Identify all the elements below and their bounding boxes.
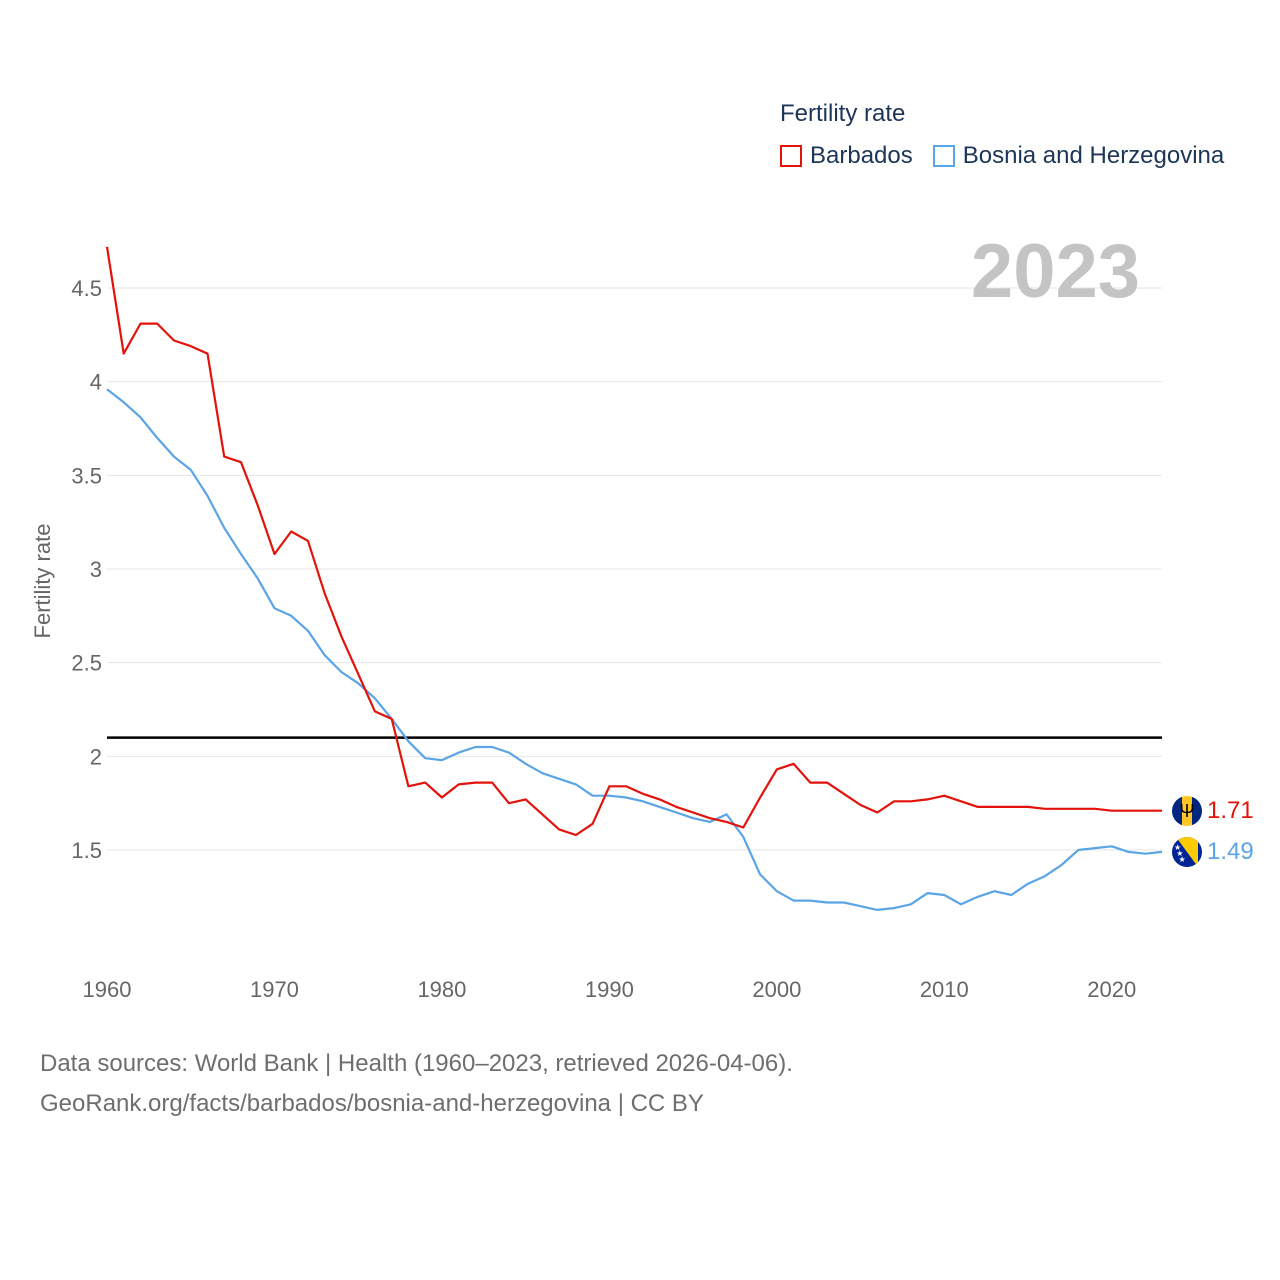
legend-label-barbados: Barbados: [810, 142, 913, 169]
x-tick-label: 2000: [752, 977, 801, 1002]
legend-item-barbados[interactable]: Barbados: [780, 142, 913, 170]
y-tick-label: 3: [90, 557, 102, 582]
y-tick-label: 4: [90, 370, 102, 395]
barbados-flag-icon: Ψ: [1172, 795, 1202, 826]
y-tick-label: 3.5: [71, 463, 102, 488]
y-tick-label: 4.5: [71, 276, 102, 301]
series-line-bosnia: [106, 388, 1163, 912]
year-label: 2023: [970, 229, 1140, 314]
footer: Data sources: World Bank | Health (1960–…: [40, 1044, 793, 1124]
y-tick-label: 1.5: [71, 838, 102, 863]
series-line-barbados: [105, 246, 1162, 837]
footer-sources: Data sources: World Bank | Health (1960–…: [40, 1050, 793, 1077]
x-tick-label: 2010: [920, 977, 969, 1002]
bosnia-flag-icon: ★ ★ ★: [1172, 836, 1202, 867]
y-tick-label: 2: [90, 744, 102, 769]
y-tick-label: 2.5: [71, 651, 102, 676]
legend-swatch-bosnia: [932, 145, 955, 167]
legend-swatch-barbados: [780, 145, 802, 167]
x-tick-label: 1980: [417, 977, 466, 1002]
legend-label-bosnia: Bosnia and Herzegovina: [962, 142, 1225, 169]
x-tick-label: 1960: [83, 977, 132, 1002]
legend-item-bosnia[interactable]: Bosnia and Herzegovina: [932, 142, 1225, 170]
x-tick-label: 1970: [250, 977, 299, 1002]
end-label-barbados: 1.71: [1207, 796, 1254, 824]
legend-title: Fertility rate: [780, 100, 906, 127]
x-tick-label: 1990: [585, 977, 634, 1002]
legend: Barbados Bosnia and Herzegovina: [780, 142, 1244, 170]
footer-url[interactable]: GeoRank.org/facts/barbados/bosnia-and-he…: [40, 1090, 704, 1117]
end-label-bosnia: 1.49: [1207, 837, 1254, 865]
x-tick-label: 2020: [1087, 977, 1136, 1002]
y-axis-label: Fertility rate: [30, 524, 55, 639]
